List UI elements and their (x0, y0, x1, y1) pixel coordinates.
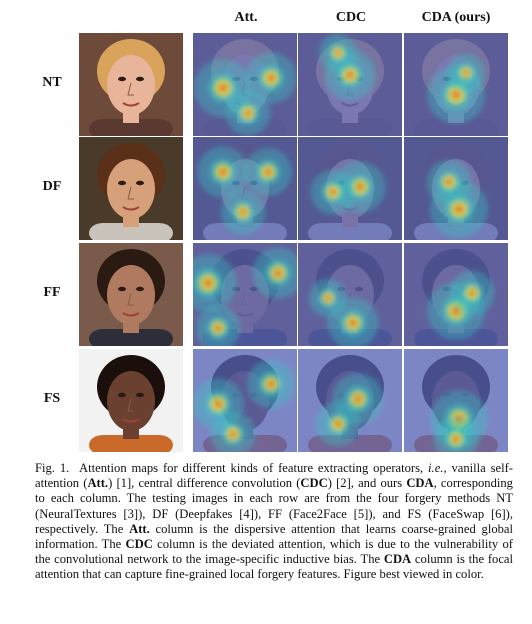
caption-ie: i.e. (428, 461, 444, 475)
caption-term-att: Att. (129, 521, 150, 536)
column-header-cdc: CDC (335, 10, 367, 25)
caption-term-cdc: CDC (125, 537, 153, 552)
image-ff-cdc (298, 243, 402, 346)
column-header-att: Att. (234, 10, 258, 25)
image-ff-cda (404, 243, 508, 346)
image-nt-cdc (298, 33, 402, 136)
caption-text: column is the focal attention that can c… (35, 552, 513, 582)
image-nt-cda (404, 33, 508, 136)
caption-term-cda: CDA (406, 476, 434, 491)
image-fs-original (79, 349, 183, 452)
caption-figure-number: Fig. 1. (35, 461, 70, 475)
image-nt-att (193, 33, 297, 136)
row-label-df: DF (42, 179, 62, 194)
image-df-original (79, 137, 183, 240)
caption-text: ) [2], and ours (327, 476, 407, 491)
image-nt-original (79, 33, 183, 136)
image-df-att (193, 137, 297, 240)
caption-text: , vanilla self-attention ( (35, 461, 513, 491)
row-label-fs: FS (43, 391, 61, 406)
image-df-cdc (298, 137, 402, 240)
caption-term-cda: CDA (383, 552, 412, 567)
caption-text: ) [1], central difference convolution ( (108, 476, 301, 491)
image-ff-att (193, 243, 297, 346)
caption-text: column is the dispersive attention that … (35, 521, 513, 552)
caption-text: , corresponding to each column. The test… (35, 476, 513, 536)
image-fs-cda (404, 349, 508, 452)
image-fs-att (193, 349, 297, 452)
figure-grid: Att. CDC CDA (ours) NT DF FF FS (42, 10, 508, 452)
caption-term-cdc: CDC (300, 476, 328, 491)
image-ff-original (79, 243, 183, 346)
row-label-ff: FF (43, 285, 61, 300)
caption-term-att: Att. (87, 476, 109, 491)
row-label-nt: NT (42, 75, 62, 90)
figure-caption: Fig. 1. Attention maps for different kin… (35, 461, 513, 624)
column-header-cda: CDA (ours) (421, 10, 491, 25)
image-df-cda (404, 137, 508, 240)
caption-text: Attention maps for different kinds of fe… (79, 461, 429, 475)
image-fs-cdc (298, 349, 402, 452)
caption-text: column is the deviated attention, which … (35, 537, 513, 567)
